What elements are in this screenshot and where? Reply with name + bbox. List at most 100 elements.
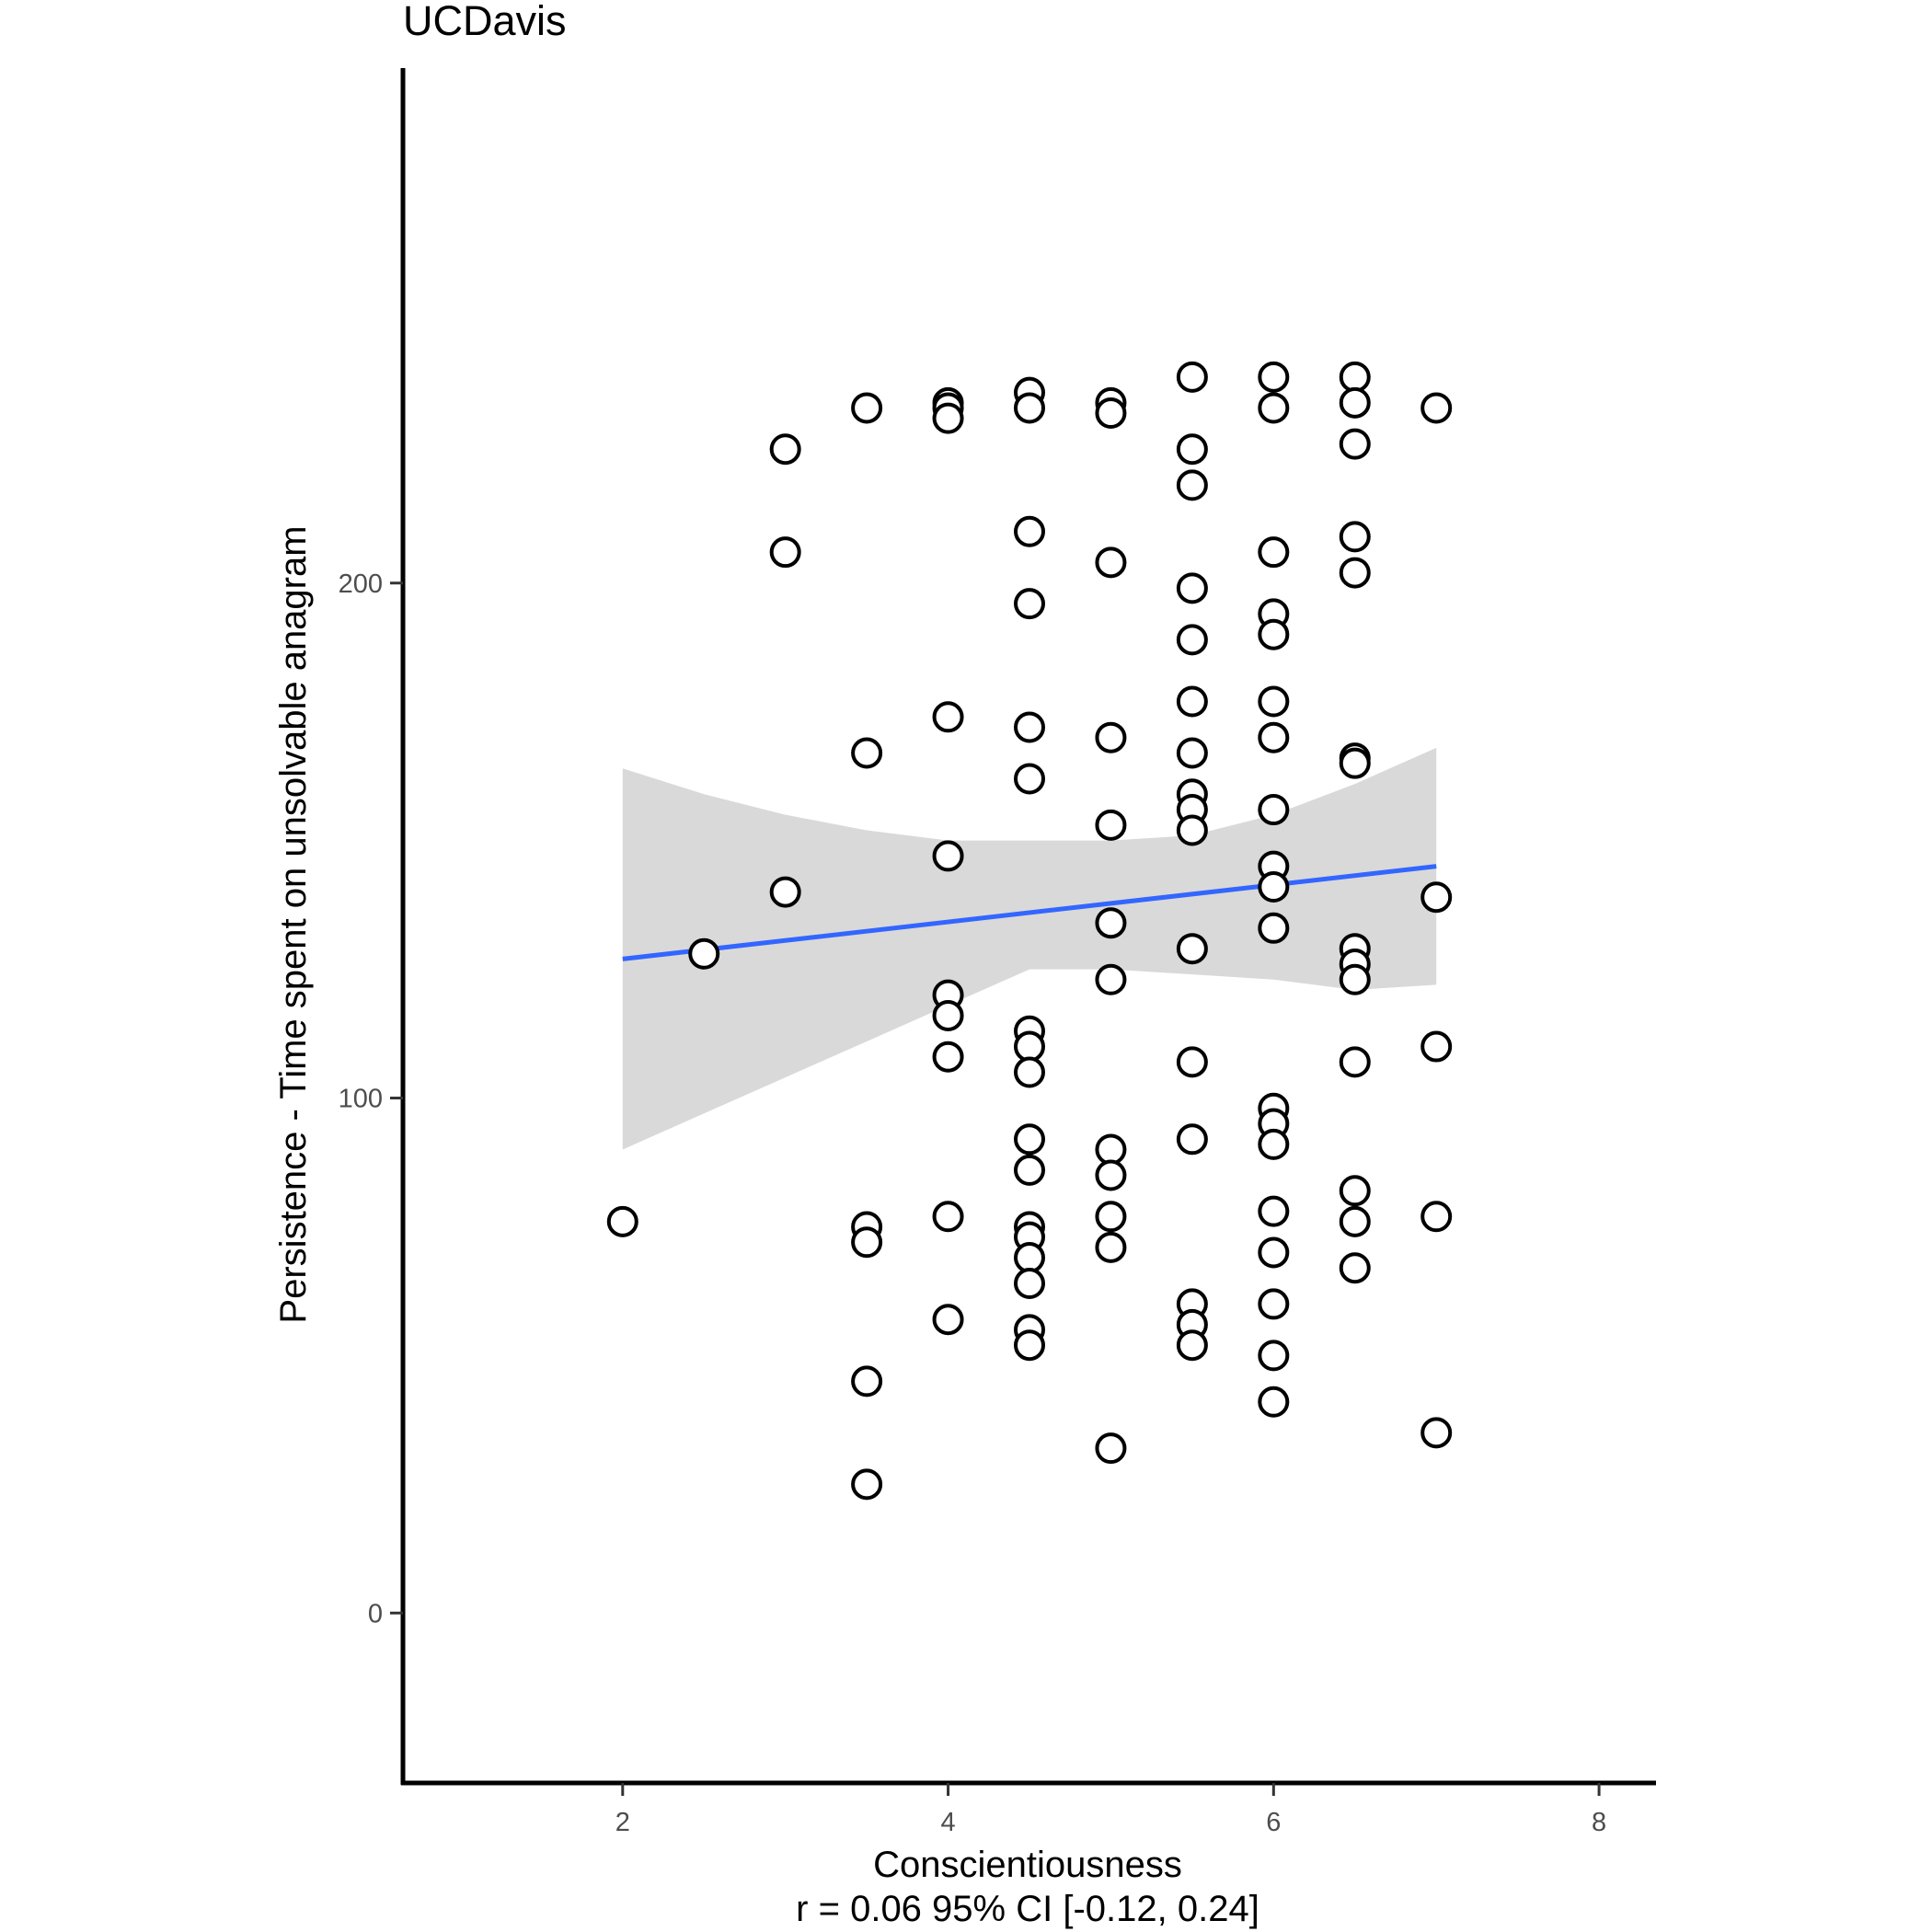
- data-point: [1258, 1236, 1290, 1269]
- data-point: [1014, 1268, 1045, 1300]
- data-point: [1258, 361, 1290, 393]
- data-point: [1339, 557, 1371, 589]
- data-point: [1095, 1159, 1127, 1191]
- confidence-band: [622, 747, 1437, 1150]
- data-point: [851, 1365, 883, 1397]
- y-tick-label: 100: [339, 1085, 383, 1114]
- data-point: [1176, 1329, 1208, 1362]
- data-point: [1339, 428, 1371, 460]
- data-point: [1258, 1195, 1290, 1227]
- data-point: [1258, 912, 1290, 944]
- data-point: [1258, 871, 1290, 903]
- y-tick-label: 0: [368, 1599, 383, 1628]
- data-point: [1176, 814, 1208, 846]
- data-point: [932, 840, 964, 872]
- regression-line: [622, 864, 1437, 961]
- data-point: [1339, 1175, 1371, 1207]
- data-point: [1176, 737, 1208, 769]
- data-point: [1258, 1340, 1290, 1372]
- data-point: [606, 1205, 638, 1237]
- data-point: [769, 433, 801, 466]
- data-point: [1095, 546, 1127, 579]
- x-axis-title: Conscientiousness: [873, 1845, 1182, 1885]
- x-tick-label: 8: [1592, 1808, 1606, 1837]
- data-point: [1258, 685, 1290, 718]
- data-point: [1095, 907, 1127, 939]
- data-point: [1420, 392, 1453, 424]
- data-point: [1014, 588, 1045, 620]
- data-point: [1176, 1123, 1208, 1156]
- data-point: [1014, 1056, 1045, 1088]
- data-point: [932, 1201, 964, 1233]
- data-point: [1095, 397, 1127, 430]
- data-point: [1176, 933, 1208, 965]
- data-point: [851, 1226, 883, 1259]
- data-point: [1339, 1046, 1371, 1078]
- x-tick-label: 4: [940, 1808, 955, 1837]
- data-point: [1258, 1288, 1290, 1320]
- data-point: [1014, 1154, 1045, 1186]
- data-point: [1258, 618, 1290, 650]
- data-point: [1095, 721, 1127, 753]
- data-point: [769, 876, 801, 908]
- data-point: [1014, 1123, 1045, 1156]
- y-axis-title: Persistence - Time spent on unsolvable a…: [273, 525, 314, 1323]
- data-point: [1339, 386, 1371, 419]
- data-point: [1014, 1030, 1045, 1063]
- data-point: [1176, 433, 1208, 466]
- data-point: [1176, 685, 1208, 718]
- data-point: [1258, 392, 1290, 424]
- data-point: [1420, 1201, 1453, 1233]
- y-axis-ticks: 0 100 200: [339, 569, 403, 1628]
- data-point: [1176, 361, 1208, 393]
- data-point: [851, 737, 883, 769]
- data-point: [851, 1468, 883, 1501]
- data-point: [1176, 1046, 1208, 1078]
- data-point: [769, 536, 801, 569]
- data-point: [1258, 721, 1290, 753]
- data-point: [932, 999, 964, 1031]
- data-point: [1339, 963, 1371, 995]
- data-point: [1339, 1252, 1371, 1284]
- data-point: [1176, 624, 1208, 656]
- data-point: [1258, 536, 1290, 569]
- chart-title: UCDavis: [403, 0, 567, 44]
- x-tick-label: 6: [1266, 1808, 1281, 1837]
- data-point: [1176, 572, 1208, 604]
- data-point: [1339, 1205, 1371, 1237]
- data-point: [1014, 711, 1045, 743]
- data-point: [1339, 361, 1371, 393]
- data-point: [1014, 392, 1045, 424]
- y-tick-label: 200: [339, 569, 383, 599]
- data-point: [1258, 1386, 1290, 1418]
- data-point: [1420, 1030, 1453, 1063]
- data-point: [1095, 1133, 1127, 1166]
- data-point: [1258, 794, 1290, 826]
- data-point: [1176, 469, 1208, 501]
- data-point: [1339, 521, 1371, 553]
- confidence-band-area: [622, 747, 1437, 1150]
- data-point: [1095, 1432, 1127, 1465]
- data-point: [1258, 1128, 1290, 1160]
- data-point: [851, 392, 883, 424]
- regression-line-path: [622, 864, 1437, 961]
- data-point: [932, 1041, 964, 1073]
- data-point: [688, 937, 720, 970]
- data-point: [932, 1304, 964, 1336]
- data-point: [1095, 809, 1127, 841]
- data-point: [1095, 1201, 1127, 1233]
- data-point: [1014, 763, 1045, 795]
- data-point: [1014, 1329, 1045, 1362]
- data-point: [932, 402, 964, 434]
- data-point: [1339, 747, 1371, 779]
- data-point: [1420, 1417, 1453, 1449]
- data-point: [1014, 515, 1045, 547]
- data-point: [1014, 1242, 1045, 1274]
- x-axis-subtitle: r = 0.06 95% CI [-0.12, 0.24]: [796, 1889, 1259, 1929]
- data-point: [1095, 1231, 1127, 1263]
- data-point: [1420, 881, 1453, 914]
- data-point: [932, 701, 964, 733]
- x-axis-ticks: 2 4 6 8: [615, 1783, 1606, 1837]
- data-points: [606, 361, 1453, 1501]
